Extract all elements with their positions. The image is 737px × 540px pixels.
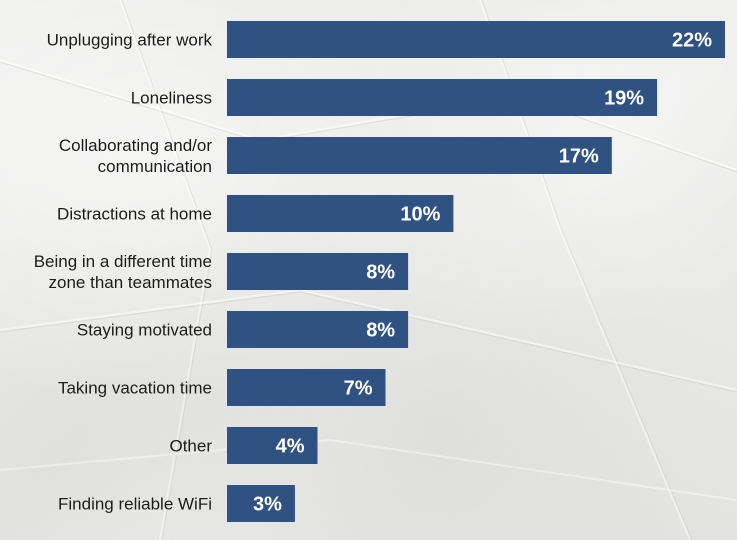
bar-1 — [227, 21, 725, 58]
value-label-9: 3% — [253, 494, 282, 516]
category-label-7: Taking vacation time — [58, 379, 212, 398]
value-label-7: 7% — [344, 378, 373, 400]
category-label-8: Other — [169, 437, 212, 456]
bar-9 — [227, 485, 295, 522]
category-label-line: Staying motivated — [77, 321, 212, 340]
bars-layer: 22% Unplugging after work 19% Loneliness 17%… — [34, 21, 725, 522]
category-label-line: zone than teammates — [49, 273, 212, 292]
category-label-line: Unplugging after work — [47, 31, 213, 50]
category-label-line: Collaborating and/or — [59, 136, 212, 155]
category-label-2: Loneliness — [131, 89, 212, 108]
bar-7 — [227, 369, 386, 406]
category-label-line: Taking vacation time — [58, 379, 212, 398]
value-label-2: 19% — [604, 88, 644, 110]
bar-4 — [227, 195, 454, 232]
category-label-line: Loneliness — [131, 89, 212, 108]
category-label-1: Unplugging after work — [47, 31, 213, 50]
category-label-line: Finding reliable WiFi — [58, 495, 212, 514]
value-label-6: 8% — [366, 320, 395, 342]
category-label-3: Collaborating and/or communication — [59, 136, 212, 176]
value-label-8: 4% — [276, 436, 305, 458]
bar-3 — [227, 137, 612, 174]
category-label-5: Being in a different time zone than teamm… — [34, 252, 212, 292]
value-label-5: 8% — [366, 262, 395, 284]
value-label-4: 10% — [400, 204, 440, 226]
category-label-6: Staying motivated — [77, 321, 212, 340]
bar-2 — [227, 79, 658, 116]
category-label-4: Distractions at home — [57, 205, 212, 224]
value-label-3: 17% — [559, 146, 599, 168]
category-label-9: Finding reliable WiFi — [58, 495, 212, 514]
value-label-1: 22% — [672, 30, 712, 52]
category-label-line: Other — [169, 437, 212, 456]
category-label-line: Being in a different time — [34, 252, 212, 271]
bar-6 — [227, 311, 409, 348]
category-label-line: Distractions at home — [57, 205, 212, 224]
bar-5 — [227, 253, 409, 290]
category-label-line: communication — [98, 157, 212, 176]
bar-8 — [227, 427, 318, 464]
